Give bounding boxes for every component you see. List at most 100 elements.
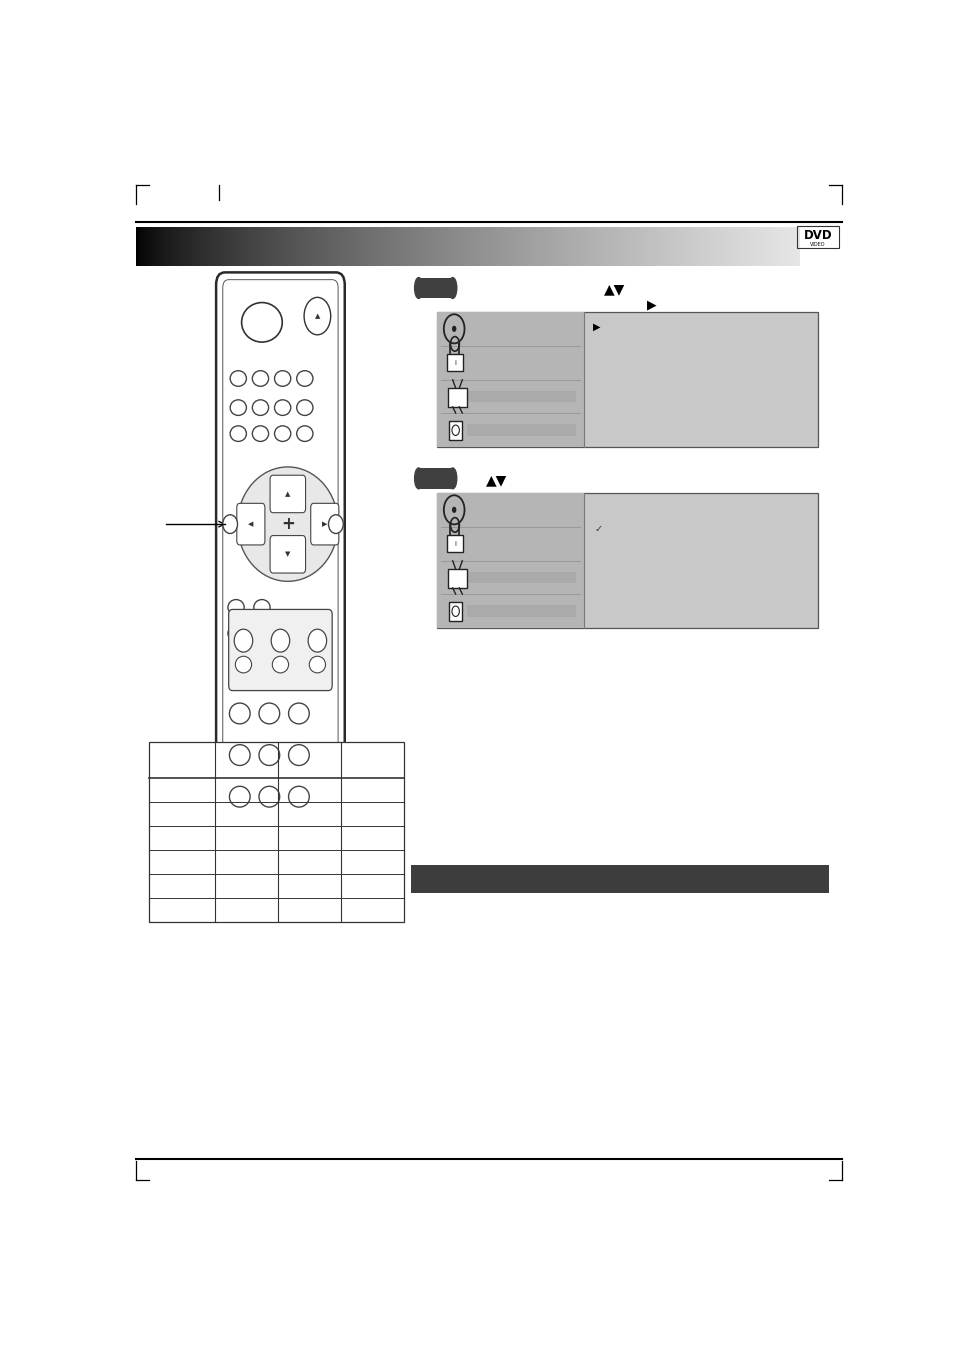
Bar — [372, 227, 375, 266]
Circle shape — [452, 326, 456, 332]
Ellipse shape — [274, 400, 291, 415]
Bar — [517, 227, 520, 266]
Bar — [274, 227, 277, 266]
Bar — [341, 227, 344, 266]
Bar — [199, 227, 202, 266]
Bar — [509, 227, 512, 266]
Bar — [482, 227, 485, 266]
Bar — [418, 227, 421, 266]
Bar — [179, 227, 183, 266]
Ellipse shape — [230, 400, 246, 415]
Bar — [787, 227, 790, 266]
Bar — [241, 227, 244, 266]
Bar — [316, 227, 319, 266]
Bar — [514, 227, 517, 266]
Bar — [520, 227, 523, 266]
Bar — [370, 227, 373, 266]
Bar — [368, 227, 371, 266]
Bar — [631, 227, 634, 266]
Bar — [286, 227, 289, 266]
Bar — [381, 227, 384, 266]
Text: ▲: ▲ — [314, 313, 320, 319]
Bar — [151, 227, 153, 266]
Circle shape — [452, 507, 456, 513]
Bar — [602, 227, 605, 266]
Bar — [448, 569, 466, 588]
Bar — [576, 227, 578, 266]
Bar — [277, 227, 280, 266]
Bar — [628, 227, 631, 266]
Bar — [213, 227, 215, 266]
Bar — [301, 227, 304, 266]
Bar — [390, 227, 393, 266]
Bar — [608, 227, 612, 266]
Bar — [732, 227, 735, 266]
Bar — [246, 227, 249, 266]
Ellipse shape — [448, 467, 456, 489]
Bar — [739, 227, 741, 266]
Bar — [248, 227, 251, 266]
Bar — [797, 227, 800, 266]
Bar — [447, 227, 450, 266]
Bar — [411, 866, 828, 893]
Bar — [175, 227, 178, 266]
Bar — [438, 227, 441, 266]
Ellipse shape — [241, 303, 282, 342]
FancyBboxPatch shape — [216, 273, 344, 846]
Ellipse shape — [448, 277, 456, 299]
Bar — [410, 227, 413, 266]
Bar — [219, 227, 222, 266]
Ellipse shape — [252, 426, 269, 442]
Bar — [537, 227, 540, 266]
Bar — [310, 227, 313, 266]
Bar — [790, 227, 793, 266]
Bar — [725, 227, 729, 266]
Bar — [355, 227, 357, 266]
Bar — [534, 227, 537, 266]
Bar — [449, 227, 453, 266]
Bar — [149, 742, 403, 921]
Bar — [383, 227, 386, 266]
Bar — [655, 227, 658, 266]
Bar — [677, 227, 680, 266]
Bar — [264, 227, 267, 266]
Bar — [195, 227, 198, 266]
Bar — [407, 227, 410, 266]
Bar — [589, 227, 592, 266]
Bar — [578, 227, 580, 266]
Ellipse shape — [252, 400, 269, 415]
Bar — [527, 227, 530, 266]
Bar — [743, 227, 746, 266]
Bar — [700, 227, 702, 266]
Ellipse shape — [415, 467, 422, 489]
Bar — [345, 227, 349, 266]
Bar — [653, 227, 656, 266]
Bar — [403, 227, 406, 266]
Bar — [436, 312, 817, 447]
Bar — [233, 227, 235, 266]
Bar — [785, 227, 788, 266]
Bar — [365, 227, 368, 266]
Bar — [611, 227, 614, 266]
Bar — [328, 227, 331, 266]
Ellipse shape — [296, 370, 313, 386]
Bar — [191, 227, 193, 266]
Bar — [562, 227, 565, 266]
Bar — [253, 227, 255, 266]
Bar — [770, 227, 773, 266]
Bar — [338, 227, 342, 266]
Bar — [153, 227, 156, 266]
Bar — [237, 227, 240, 266]
Bar — [281, 227, 284, 266]
Bar — [668, 227, 671, 266]
Bar — [485, 227, 488, 266]
Bar — [723, 227, 726, 266]
Bar — [396, 227, 399, 266]
Bar — [378, 227, 381, 266]
Bar — [752, 227, 755, 266]
Bar — [540, 227, 543, 266]
Bar — [708, 227, 711, 266]
Bar — [768, 227, 771, 266]
Bar — [358, 227, 361, 266]
Bar — [458, 227, 461, 266]
